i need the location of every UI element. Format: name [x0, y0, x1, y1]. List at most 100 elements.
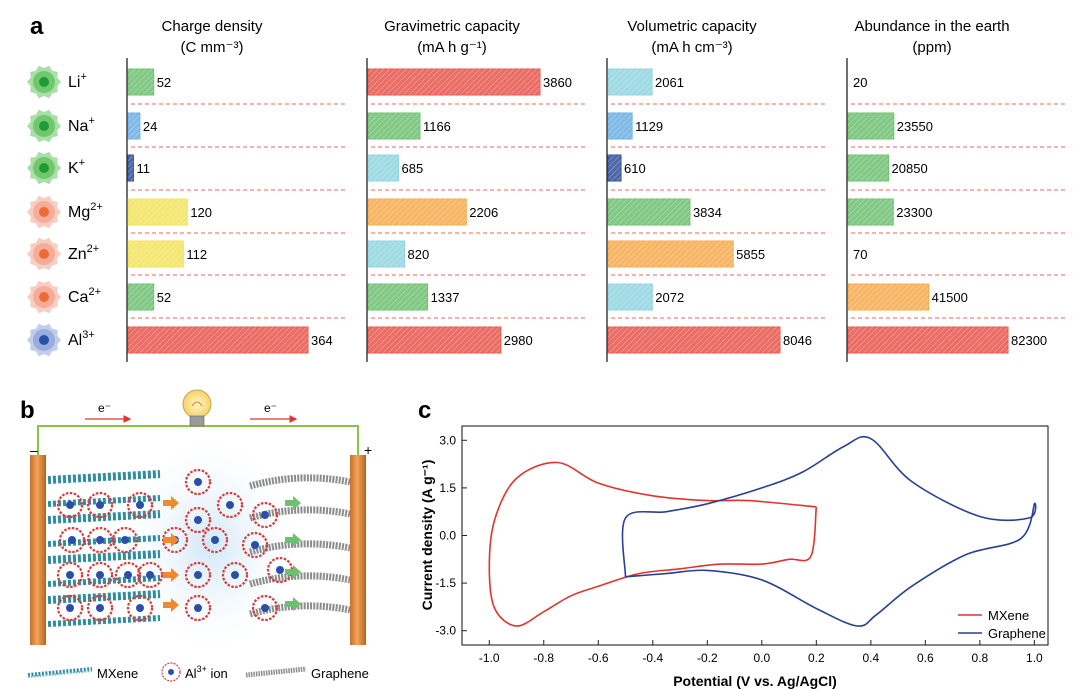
ion-label: K+	[68, 157, 85, 177]
ion-core	[39, 335, 49, 345]
cv-series-lines	[488, 435, 1037, 627]
bar-hatch	[608, 113, 633, 139]
al-ion-cluster-icon	[136, 561, 164, 589]
ion-row-li: Li+	[27, 65, 87, 99]
bar-hatch	[128, 155, 134, 181]
bar-value-label: 3860	[543, 75, 572, 90]
graphene-sheet	[249, 540, 351, 556]
ion-label: Mg2+	[68, 201, 103, 221]
bar-value-label: 41500	[932, 290, 968, 305]
legend-al-ion-label: Al3+ ion	[185, 664, 228, 681]
bar-value-label: 5855	[736, 247, 765, 262]
bar-value-label: 8046	[783, 333, 812, 348]
bar-panel-title: Charge density	[162, 18, 263, 35]
bar-value-label: 20	[853, 75, 867, 90]
bar-value-label: 24	[143, 119, 157, 134]
bar-value-label: 820	[408, 247, 430, 262]
electron-label-left: e⁻	[98, 401, 111, 415]
al-ion-cluster-icon	[216, 491, 244, 519]
ion-label: Li+	[68, 71, 87, 91]
ion-label: Zn2+	[68, 243, 99, 263]
cv-line-graphene	[621, 435, 1037, 627]
bar-hatch	[608, 155, 622, 181]
bar-value-label: 3834	[693, 205, 722, 220]
al-ion-cluster-icon	[251, 594, 279, 622]
x-tick-label: 0.8	[972, 651, 989, 665]
ion-core	[39, 207, 49, 217]
x-tick-label: -0.4	[642, 651, 663, 665]
x-tick-label: 0.0	[753, 651, 770, 665]
al-ion-cluster-icon	[126, 491, 154, 519]
al-ion-cluster-icon	[86, 561, 114, 589]
ion-flow-arrow-icon	[285, 565, 301, 579]
graphene-sheet	[249, 506, 351, 522]
schematic-legend: MXene Al3+ ion Graphene	[27, 662, 369, 682]
panel-label-c: c	[418, 397, 431, 424]
al-ion-cluster-icon	[126, 594, 154, 622]
y-tick-label: 1.5	[439, 481, 456, 495]
ion-legend-column: Li+ Na+ K+ Mg2+ Zn2+ Ca2+ Al3+	[27, 65, 103, 357]
bar-hatch	[368, 199, 467, 225]
x-tick-label: -1.0	[479, 651, 500, 665]
bar-value-label: 20850	[892, 161, 928, 176]
bar-hatch	[368, 241, 405, 267]
bar-value-label: 2072	[655, 290, 684, 305]
electron-label-right: e⁻	[264, 401, 277, 415]
bar-value-label: 1166	[423, 119, 451, 134]
ion-row-mg: Mg2+	[27, 195, 103, 229]
al-ion-cluster-icon	[221, 561, 249, 589]
bar-panel-title: Gravimetric capacity	[384, 18, 520, 35]
bar-hatch	[608, 241, 734, 267]
al-ion-cluster-icon	[114, 561, 142, 589]
al-ion-cluster-icon	[184, 506, 212, 534]
al-ion-cluster-icon	[56, 561, 84, 589]
y-tick-label: 0.0	[439, 529, 456, 543]
y-tick-label: 3.0	[439, 433, 456, 447]
al-ion-cluster-icon	[56, 594, 84, 622]
ion-label: Ca2+	[68, 286, 101, 306]
positive-electrode	[350, 455, 366, 645]
cv-plot-frame	[461, 425, 1049, 646]
x-tick-label: 0.2	[808, 651, 825, 665]
bar-value-label: 11	[136, 161, 150, 176]
bar-hatch	[128, 113, 140, 139]
graphene-sheet	[249, 602, 351, 618]
bar-value-label: 364	[311, 333, 333, 348]
bar-hatch	[608, 327, 780, 353]
ion-flow-arrows	[163, 496, 301, 612]
bar-panel-1: Charge density (C mm⁻³) 52 24 11 120 112 52 364	[126, 18, 347, 362]
ion-row-zn: Zn2+	[27, 237, 99, 271]
battery-schematic: – + e⁻ e⁻	[30, 389, 372, 660]
bar-panel-unit: (ppm)	[912, 39, 951, 56]
y-tick-label: -1.5	[435, 576, 456, 590]
bar-hatch	[608, 199, 690, 225]
bar-panel-2: Gravimetric capacity (mA h g⁻¹) 3860 1166 68…	[366, 18, 587, 362]
bar-hatch	[128, 199, 188, 225]
ion-core	[39, 77, 49, 87]
ion-row-k: K+	[27, 151, 85, 185]
ion-flow-arrow-icon	[163, 598, 179, 612]
bar-hatch	[368, 113, 420, 139]
al-ion-cluster-icon	[58, 526, 86, 554]
x-tick-label: 0.6	[917, 651, 934, 665]
ion-row-na: Na+	[27, 109, 95, 143]
bar-hatch	[128, 69, 154, 95]
graphene-layers	[249, 474, 351, 618]
x-tick-label: -0.6	[588, 651, 609, 665]
graphene-legend-icon	[245, 666, 307, 678]
ion-label: Al3+	[68, 329, 95, 349]
cv-legend: MXene Graphene	[958, 608, 1046, 641]
ion-flow-arrow-icon	[285, 533, 301, 547]
bar-panel-4: Abundance in the earth (ppm) 20 23550 20850 2…	[846, 18, 1067, 362]
graphene-sheet	[249, 474, 351, 490]
mxene-sheet	[47, 470, 161, 507]
bar-value-label: 685	[402, 161, 424, 176]
x-tick-label: -0.2	[697, 651, 718, 665]
bar-value-label: 23550	[897, 119, 933, 134]
x-tick-label: 1.0	[1026, 651, 1043, 665]
ion-core	[39, 163, 49, 173]
al-ion-cluster-icon	[86, 491, 114, 519]
cv-x-axis-label: Potential (V vs. Ag/AgCl)	[673, 673, 837, 689]
graphene-sheet	[249, 572, 351, 588]
